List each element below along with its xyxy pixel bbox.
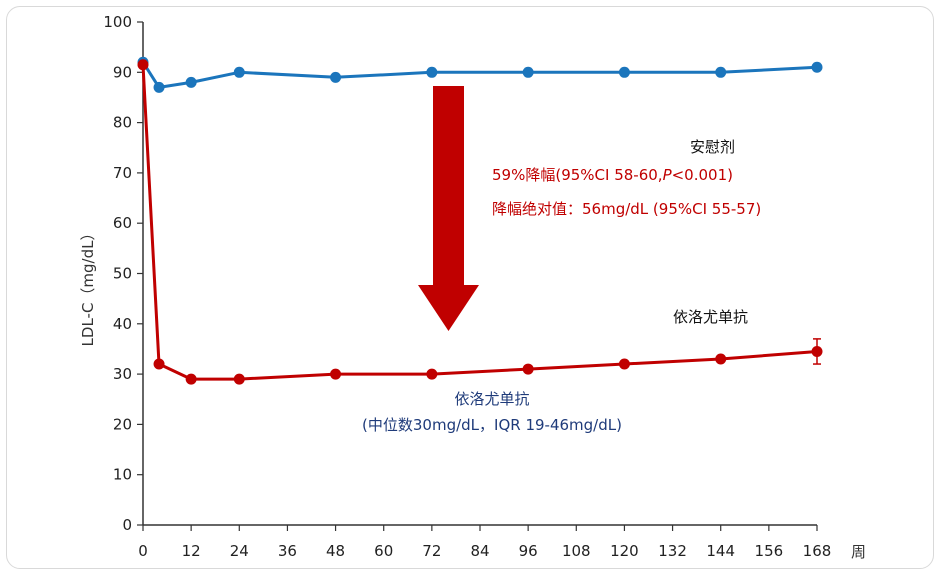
y-axis-ticks: 0 10 20 30 40 50 60 70 80 90 100 (103, 13, 143, 534)
placebo-point (233, 66, 245, 78)
y-tick-label: 70 (113, 164, 132, 182)
x-axis-ticks: 0 12 24 36 48 60 72 84 96 108 120 132 144 156 168 (138, 525, 831, 560)
evolocumab-point (618, 358, 630, 370)
x-tick-label: 0 (138, 542, 148, 560)
evolocumab-point (153, 358, 165, 370)
evolocumab-label-center: 依洛尤单抗 (454, 390, 529, 408)
y-tick-label: 30 (113, 365, 132, 383)
y-tick-label: 90 (113, 63, 132, 81)
reduction-absolute: 降幅绝对值：56mg/dL (95%CI 55-57) (492, 200, 761, 218)
y-tick-label: 20 (113, 415, 132, 433)
y-tick-label: 0 (122, 516, 132, 534)
y-tick-label: 50 (113, 265, 132, 283)
placebo-point (426, 66, 438, 78)
placebo-line (141, 61, 818, 89)
arrow-shaft (433, 86, 464, 286)
x-tick-label: 84 (470, 542, 489, 560)
reduction-percent: 59%降幅(95%CI 58-60,P<0.001) (492, 166, 733, 184)
y-tick-label: 100 (103, 13, 132, 31)
x-tick-label: 120 (610, 542, 639, 560)
evolocumab-label-right: 依洛尤单抗 (673, 308, 748, 326)
y-tick-label: 10 (113, 466, 132, 484)
x-tick-label: 48 (326, 542, 345, 560)
arrow-head (418, 285, 479, 331)
y-tick-label: 60 (113, 214, 132, 232)
evolocumab-point (811, 345, 823, 357)
placebo-label: 安慰剂 (690, 138, 735, 156)
evolocumab-point (715, 353, 727, 365)
evolocumab-point (137, 59, 149, 71)
evolocumab-line (141, 64, 818, 381)
x-axis-label: 周 (851, 543, 866, 561)
placebo-point (185, 76, 197, 88)
placebo-point (522, 66, 534, 78)
placebo-point (715, 66, 727, 78)
x-tick-label: 132 (658, 542, 687, 560)
placebo-point (330, 71, 342, 83)
placebo-point (618, 66, 630, 78)
x-tick-label: 60 (374, 542, 393, 560)
y-axis-label: LDL-C（mg/dL） (79, 226, 97, 347)
evolocumab-point (330, 368, 342, 380)
x-tick-label: 72 (422, 542, 441, 560)
y-tick-label: 80 (113, 114, 132, 132)
x-tick-label: 96 (519, 542, 538, 560)
evolocumab-point (426, 368, 438, 380)
placebo-point (153, 81, 165, 93)
x-tick-label: 156 (755, 542, 784, 560)
y-tick-label: 40 (113, 315, 132, 333)
evolocumab-point (522, 363, 534, 375)
median-note: (中位数30mg/dL，IQR 19-46mg/dL) (362, 416, 622, 434)
reduction-arrow (418, 86, 479, 331)
axes (142, 22, 817, 526)
x-tick-label: 168 (803, 542, 832, 560)
evolocumab-point (233, 373, 245, 385)
x-tick-label: 36 (278, 542, 297, 560)
series-group (137, 56, 823, 385)
placebo-point (811, 61, 823, 73)
x-tick-label: 108 (562, 542, 591, 560)
x-tick-label: 12 (182, 542, 201, 560)
evolocumab-point (185, 373, 197, 385)
x-tick-label: 24 (230, 542, 249, 560)
x-tick-label: 144 (706, 542, 735, 560)
